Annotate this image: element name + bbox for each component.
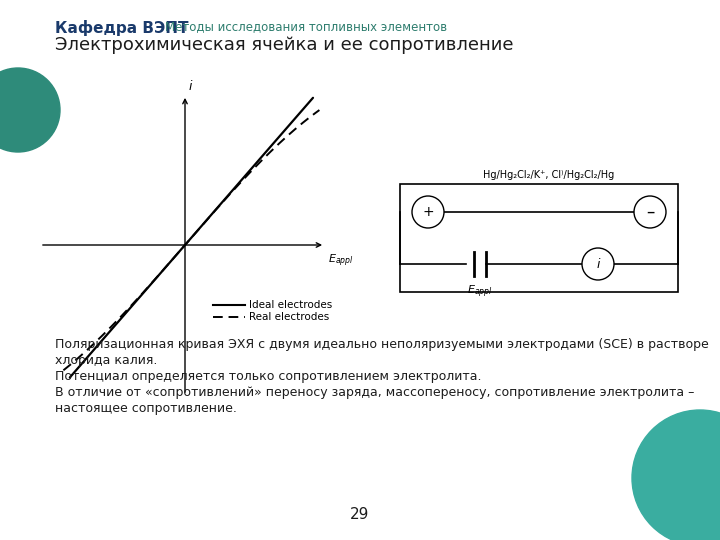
Text: Поляризационная кривая ЭХЯ с двумя идеально неполяризуемыми электродами (SCE) в : Поляризационная кривая ЭХЯ с двумя идеал…	[55, 338, 708, 351]
Text: i: i	[189, 80, 192, 93]
Text: $E_{appl}$: $E_{appl}$	[328, 253, 354, 269]
Text: хлорида калия.: хлорида калия.	[55, 354, 158, 367]
Bar	[400, 184, 678, 292]
Text: Ideal electrodes: Ideal electrodes	[249, 300, 332, 310]
Circle shape	[412, 196, 444, 228]
Text: i: i	[596, 258, 600, 271]
Text: Методы исследования топливных элементов: Методы исследования топливных элементов	[165, 20, 447, 33]
Text: Потенциал определяется только сопротивлением электролита.: Потенциал определяется только сопротивле…	[55, 370, 482, 383]
Circle shape	[0, 68, 60, 152]
Text: –: –	[646, 203, 654, 221]
Text: Hg/Hg₂Cl₂/K⁺, Cl⁾/Hg₂Cl₂/Hg: Hg/Hg₂Cl₂/K⁺, Cl⁾/Hg₂Cl₂/Hg	[483, 170, 615, 180]
Text: Кафедра ВЭПТ: Кафедра ВЭПТ	[55, 20, 189, 36]
Circle shape	[632, 410, 720, 540]
Text: настоящее сопротивление.: настоящее сопротивление.	[55, 402, 237, 415]
Circle shape	[634, 196, 666, 228]
Circle shape	[582, 248, 614, 280]
Text: +: +	[422, 205, 434, 219]
Text: Электрохимическая ячейка и ее сопротивление: Электрохимическая ячейка и ее сопротивле…	[55, 36, 513, 54]
Text: $E_{appl}$: $E_{appl}$	[467, 284, 493, 300]
Text: Real electrodes: Real electrodes	[249, 312, 329, 322]
Text: 29: 29	[351, 507, 369, 522]
Text: В отличие от «сопротивлений» переносу заряда, массопереносу, сопротивление элект: В отличие от «сопротивлений» переносу за…	[55, 386, 694, 399]
